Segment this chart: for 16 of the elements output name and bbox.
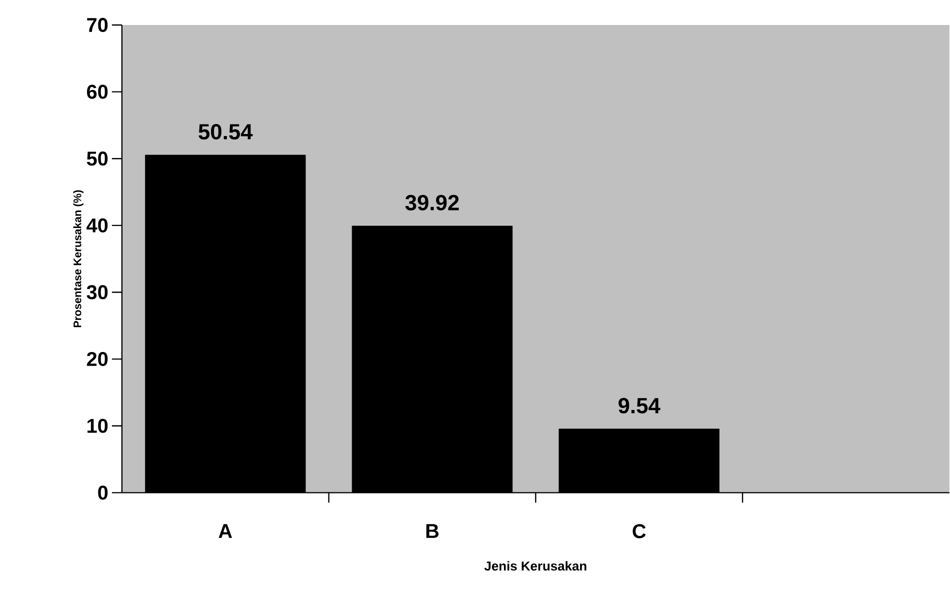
y-tick-label: 30 [86, 285, 108, 300]
y-tick-label: 50 [86, 152, 108, 166]
y-tick-label: 20 [86, 352, 108, 366]
data-label: 9.54 [618, 398, 660, 414]
x-tick-label: B [426, 524, 439, 538]
y-tick-label: 60 [87, 84, 108, 100]
y-tick-label: 0 [98, 486, 108, 500]
x-tick-label: C [632, 524, 646, 538]
y-tick-label: 40 [86, 218, 108, 233]
y-tick-label: 10 [88, 419, 108, 434]
data-label: 39.92 [405, 195, 459, 211]
y-axis-title: Prosentase Kerusakan (%) [73, 190, 84, 328]
x-tick-label: A [218, 524, 232, 538]
x-axis-title: Jenis Kerusakan [484, 561, 586, 571]
data-label: 50.54 [198, 124, 253, 140]
y-tick-label: 70 [87, 18, 108, 32]
